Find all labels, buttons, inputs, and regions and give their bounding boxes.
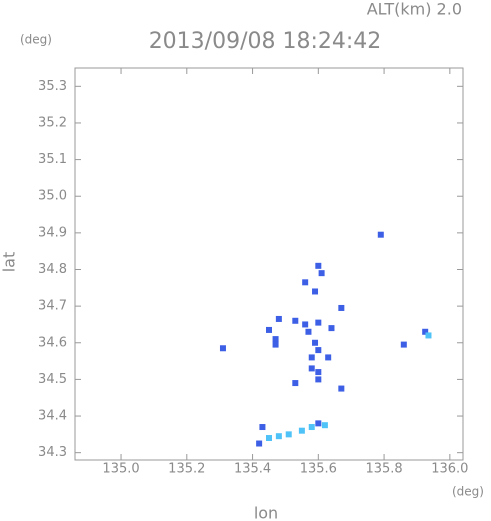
echo-point — [315, 369, 322, 376]
echo-point — [302, 279, 309, 286]
y-tick-label: 34.9 — [38, 225, 67, 240]
x-tick-label: 136.0 — [431, 462, 468, 477]
echo-point — [308, 424, 315, 431]
echo-point — [315, 319, 322, 326]
x-tick-label: 135.6 — [300, 462, 337, 477]
echo-point — [259, 424, 266, 431]
y-tick-label: 35.1 — [38, 152, 67, 167]
y-tick-label: 34.8 — [38, 262, 67, 277]
echo-point — [315, 262, 322, 269]
echo-point — [272, 341, 279, 348]
plot-frame — [74, 67, 464, 461]
x-tick-label: 135.0 — [102, 462, 139, 477]
y-tick-label: 35.0 — [38, 189, 67, 204]
echo-point — [377, 231, 384, 238]
y-unit: (deg) — [20, 33, 52, 47]
echo-point — [325, 354, 332, 361]
echo-point — [425, 332, 432, 339]
y-tick-label: 34.6 — [38, 335, 67, 350]
x-axis-label: lon — [254, 504, 278, 521]
echo-point — [292, 317, 299, 324]
echo-point — [219, 345, 226, 352]
chart-title: 2013/09/08 18:24:42 — [149, 29, 382, 54]
echo-point — [422, 328, 429, 335]
y-tick-label: 34.4 — [38, 409, 67, 424]
echo-point — [315, 347, 322, 354]
echo-point — [338, 304, 345, 311]
echo-point — [266, 435, 272, 442]
echo-point — [308, 354, 315, 361]
y-tick-label: 34.5 — [38, 372, 67, 387]
echo-point — [266, 326, 272, 333]
y-tick-label: 35.2 — [38, 115, 67, 130]
x-tick-label: 135.8 — [365, 462, 402, 477]
echo-point — [328, 325, 335, 332]
echo-point — [292, 380, 299, 387]
x-unit: (deg) — [452, 485, 484, 499]
echo-point — [275, 433, 282, 440]
echo-point — [272, 336, 279, 343]
echo-point — [312, 339, 319, 346]
echo-point — [318, 270, 325, 277]
echo-point — [308, 365, 315, 372]
echo-point — [305, 328, 312, 335]
echo-point — [315, 420, 322, 427]
echo-point — [315, 376, 322, 383]
y-tick-label: 34.7 — [38, 299, 67, 314]
chart-subtitle: ALT(km) 2.0 — [367, 0, 462, 19]
echo-point — [302, 321, 309, 328]
y-axis-label: lat — [0, 252, 19, 273]
echo-point — [275, 315, 282, 322]
echo-point — [256, 440, 263, 447]
echo-point — [298, 427, 305, 434]
y-tick-label: 35.3 — [38, 79, 67, 94]
y-tick-label: 34.3 — [38, 445, 67, 460]
echo-point — [285, 431, 292, 438]
x-tick-label: 135.4 — [234, 462, 271, 477]
echo-point — [338, 385, 345, 392]
echo-point — [321, 422, 328, 429]
x-tick-label: 135.2 — [168, 462, 205, 477]
echo-point — [400, 341, 407, 348]
echo-point — [312, 288, 319, 295]
